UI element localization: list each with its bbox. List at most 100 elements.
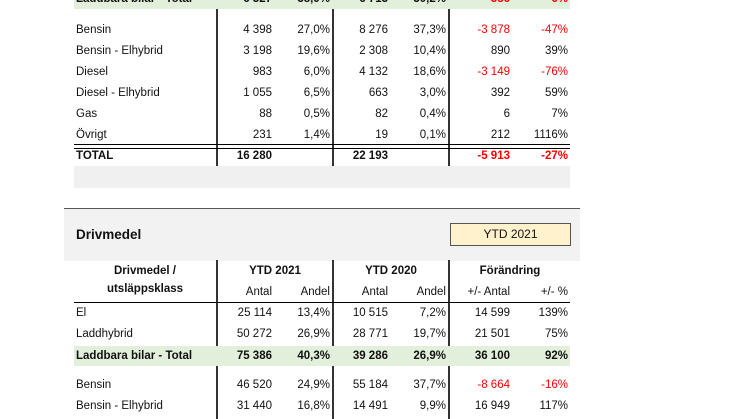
ytd2021-andel: 0,5% [303, 108, 330, 120]
ytd2021-andel: 40,3% [297, 350, 330, 362]
section-title: Drivmedel [76, 227, 142, 242]
ytd2021-antal: 4 398 [243, 24, 272, 36]
ytd2021-antal: 231 [252, 129, 272, 141]
change-antal: -8 664 [477, 379, 510, 391]
table-row: Bensin - Elhybrid 3 198 19,6% 2 308 10,4% 890… [74, 41, 570, 61]
ytd2021-antal: 31 440 [236, 400, 272, 412]
ytd2020-antal: 4 132 [359, 66, 388, 78]
ytd2020-andel: 18,6% [413, 66, 446, 78]
ytd2020-antal: 82 [375, 108, 388, 120]
ytd2020-andel: 10,4% [413, 45, 446, 57]
ytd2020-antal: 8 276 [359, 24, 388, 36]
ytd2021-andel: 1,4% [303, 129, 330, 141]
change-antal: 16 949 [474, 400, 510, 412]
ytd2021-antal: 983 [252, 66, 272, 78]
row-label: El [76, 307, 87, 319]
ytd2020-antal: 14 491 [352, 400, 388, 412]
row-label: Gas [76, 108, 98, 120]
change-antal: 36 100 [474, 350, 510, 362]
ytd2020-andel: 0,4% [419, 108, 446, 120]
change-pct: 1116% [533, 129, 568, 141]
column-divider [448, 260, 450, 419]
ytd2021-antal: 3 198 [243, 45, 272, 57]
change-antal: 212 [490, 129, 510, 141]
table-row: El 25 114 13,4% 10 515 7,2% 14 599 139% [74, 303, 570, 323]
header-label: Drivmedel / utsläppsklass [74, 262, 216, 298]
ytd2021-andel: 27,0% [297, 24, 330, 36]
ytd2020-andel: 7,2% [419, 307, 446, 319]
table-row: Diesel 983 6,0% 4 132 18,6% -3 149 -76% [74, 62, 570, 82]
ytd2021-andel: 24,9% [297, 379, 330, 391]
header-label-line2: utsläppsklass [106, 283, 184, 295]
row-label: Bensin - Elhybrid [76, 45, 163, 57]
period-selector[interactable]: YTD 2021 [450, 223, 571, 246]
column-divider [448, 0, 450, 166]
row-label: TOTAL [76, 150, 114, 162]
table-row: Laddhybrid 50 272 26,9% 28 771 19,7% 21 501 75… [74, 324, 570, 344]
column-divider [332, 0, 334, 166]
change-antal: 890 [490, 45, 510, 57]
row-label: Laddhybrid [76, 328, 133, 340]
change-antal: -5 913 [477, 150, 510, 162]
ytd2021-antal: 88 [259, 108, 272, 120]
ytd2021-andel: 6,0% [303, 66, 330, 78]
change-pct: 39% [544, 45, 568, 57]
row-label: Laddbara bilar - Total [76, 0, 192, 9]
subheader-andel: Andel [416, 286, 446, 298]
total-row: Laddbara bilar - Total 75 386 40,3% 39 286 2… [74, 346, 570, 366]
header-ytd2020: YTD 2020 [365, 265, 417, 277]
subheader-diff-antal: +/- Antal [467, 286, 510, 298]
change-pct: 117% [539, 400, 568, 412]
change-antal: 6 [503, 108, 510, 120]
ytd2021-andel: 19,6% [297, 45, 330, 57]
ytd2020-andel: 0,1% [419, 129, 446, 141]
ytd2021-andel: 26,9% [297, 328, 330, 340]
table-row: Bensin 4 398 27,0% 8 276 37,3% -3 878 -47% [74, 20, 570, 40]
ytd2021-antal: 6 327 [243, 0, 272, 9]
header-divider [74, 302, 570, 303]
total-double-line [74, 144, 570, 149]
ytd2020-antal: 6 713 [359, 0, 388, 9]
ytd2020-andel: 37,7% [413, 379, 446, 391]
row-label: Bensin - Elhybrid [76, 400, 163, 412]
ytd2020-antal: 10 515 [352, 307, 388, 319]
change-pct: -76% [541, 66, 568, 78]
ytd2020-antal: 663 [368, 87, 388, 99]
change-pct: 139% [538, 307, 568, 319]
row-label: Övrigt [76, 129, 107, 141]
change-pct: 75% [544, 328, 568, 340]
table-row: TOTAL 16 280 22 193 -5 913 -27% [74, 146, 570, 166]
change-antal: 392 [490, 87, 510, 99]
ytd2020-antal: 55 184 [352, 379, 388, 391]
ytd2021-antal: 50 272 [236, 328, 272, 340]
header-forandring: Förändring [479, 265, 541, 277]
ytd2020-antal: 28 771 [352, 328, 388, 340]
table-row: Bensin 46 520 24,9% 55 184 37,7% -8 664 -16% [74, 375, 570, 395]
column-divider [332, 260, 334, 419]
change-antal: -3 878 [477, 24, 510, 36]
ytd2020-antal: 22 193 [352, 150, 388, 162]
ytd2020-antal: 2 308 [359, 45, 388, 57]
ytd2021-antal: 46 520 [236, 379, 272, 391]
change-pct: -6% [548, 0, 568, 9]
total-row: Laddbara bilar - Total 6 327 38,9% 6 713 30,… [74, 0, 570, 9]
ytd2021-antal: 1 055 [243, 87, 272, 99]
ytd2020-andel: 3,0% [419, 87, 446, 99]
ytd2021-antal: 16 280 [236, 150, 272, 162]
change-pct: -16% [541, 379, 568, 391]
column-divider [216, 0, 218, 166]
subheader-diff-pct: +/- % [540, 286, 568, 298]
header-label-line1: Drivmedel / [114, 265, 176, 277]
change-pct: 7% [551, 108, 568, 120]
ytd2021-andel: 16,8% [297, 400, 330, 412]
change-pct: -27% [541, 150, 568, 162]
table-row: Övrigt 231 1,4% 19 0,1% 212 1116% [74, 125, 570, 145]
row-label: Diesel [76, 66, 108, 78]
change-pct: -47% [541, 24, 568, 36]
row-label: Bensin [76, 379, 112, 391]
row-label: Diesel - Elhybrid [76, 87, 160, 99]
change-antal: 21 501 [474, 328, 510, 340]
table-row: Bensin - Elhybrid 31 440 16,8% 14 491 9,9% 16… [74, 396, 570, 416]
change-pct: 92% [544, 350, 568, 362]
ytd2020-andel: 19,7% [413, 328, 446, 340]
